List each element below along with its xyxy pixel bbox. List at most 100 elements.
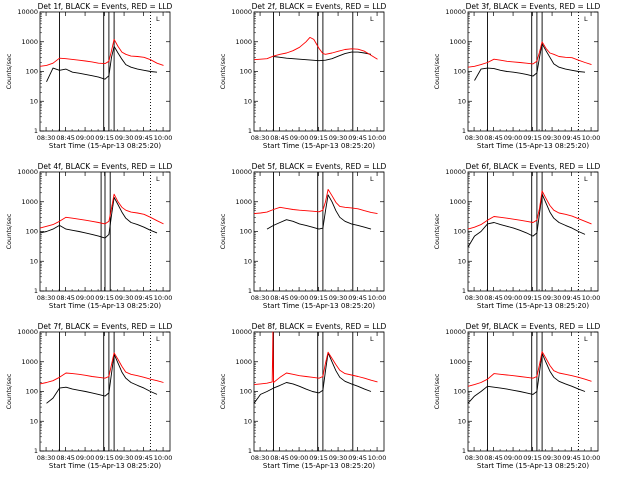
- x-tick-label: 08:45: [484, 134, 503, 142]
- x-tick-label: 09:30: [329, 294, 348, 302]
- x-tick-label: 09:30: [543, 134, 562, 142]
- panel-3: Det 3f, BLACK = Events, RED = LLD 1 10 100 1…: [433, 2, 601, 150]
- y-axis-label: Counts/sec: [219, 213, 227, 249]
- y-tick-label: 1: [34, 447, 38, 455]
- series-lld-line: [39, 193, 164, 229]
- y-tick-label: 1: [248, 287, 252, 295]
- y-axis-label: Counts/sec: [5, 213, 13, 249]
- x-tick-label: 10:00: [154, 454, 173, 462]
- y-tick-label: 1000: [235, 198, 252, 206]
- x-tick-label: 10:00: [368, 454, 387, 462]
- y-axis-label: Counts/sec: [219, 373, 227, 409]
- series-events-line: [474, 43, 586, 81]
- x-tick-label: 10:00: [582, 134, 601, 142]
- x-tick-label: 09:00: [290, 134, 309, 142]
- x-tick-label: 09:15: [309, 294, 328, 302]
- series-lld-line: [253, 188, 378, 215]
- x-tick-label: 09:15: [523, 294, 542, 302]
- x-tick-label: 09:30: [329, 454, 348, 462]
- y-axis-label: Counts/sec: [433, 213, 441, 249]
- y-tick-label: 1: [248, 127, 252, 135]
- x-tick-label: 09:45: [348, 134, 367, 142]
- x-tick-label: 08:30: [251, 454, 270, 462]
- y-tick-label: 10000: [445, 168, 466, 176]
- y-tick-label: 1000: [235, 38, 252, 46]
- x-tick-label: 09:00: [76, 454, 95, 462]
- x-tick-label: 09:45: [348, 294, 367, 302]
- panel-5: Det 5f, BLACK = Events, RED = LLD 1 10 100 1…: [219, 162, 387, 310]
- y-tick-label: 10000: [231, 168, 252, 176]
- panel-8: Det 8f, BLACK = Events, RED = LLD 1 10 100 1…: [219, 322, 387, 470]
- x-tick-label: 10:00: [154, 134, 173, 142]
- y-tick-label: 10000: [231, 328, 252, 336]
- x-tick-label: 09:00: [290, 454, 309, 462]
- x-tick-label: 08:45: [270, 134, 289, 142]
- panel-7: Det 7f, BLACK = Events, RED = LLD 1 10 100 1…: [5, 322, 173, 470]
- corner-marker: L: [156, 15, 160, 23]
- x-tick-label: 09:45: [134, 134, 153, 142]
- corner-marker: L: [584, 175, 588, 183]
- x-tick-label: 09:45: [348, 454, 367, 462]
- x-tick-label: 08:45: [270, 294, 289, 302]
- series-lld-line: [253, 36, 378, 61]
- corner-marker: L: [370, 175, 374, 183]
- x-tick-label: 09:00: [504, 294, 523, 302]
- panel-title: Det 9f, BLACK = Events, RED = LLD: [466, 322, 601, 331]
- x-tick-label: 09:15: [309, 454, 328, 462]
- corner-marker: L: [156, 175, 160, 183]
- y-axis-label: Counts/sec: [433, 373, 441, 409]
- x-tick-label: 10:00: [154, 294, 173, 302]
- x-tick-label: 09:30: [329, 134, 348, 142]
- series-lld-line: [39, 38, 164, 67]
- y-tick-label: 100: [454, 228, 466, 236]
- y-tick-label: 1: [462, 127, 466, 135]
- y-axis-label: Counts/sec: [219, 53, 227, 89]
- y-tick-label: 1: [34, 287, 38, 295]
- y-tick-label: 100: [26, 68, 38, 76]
- x-tick-label: 08:45: [56, 454, 75, 462]
- x-tick-label: 09:45: [134, 294, 153, 302]
- x-tick-label: 09:15: [309, 134, 328, 142]
- x-axis-label: Start Time (15-Apr-13 08:25:20): [263, 462, 375, 470]
- y-tick-label: 10: [244, 417, 252, 425]
- y-tick-label: 1000: [21, 358, 38, 366]
- y-tick-label: 1000: [449, 38, 466, 46]
- y-tick-label: 10: [30, 97, 38, 105]
- series-events-line: [266, 194, 372, 230]
- x-axis-label: Start Time (15-Apr-13 08:25:20): [477, 462, 589, 470]
- series-events-line: [467, 353, 586, 404]
- x-tick-label: 09:30: [115, 454, 134, 462]
- y-tick-label: 10: [458, 257, 466, 265]
- panel-4: Det 4f, BLACK = Events, RED = LLD 1 10 100 1…: [5, 162, 173, 310]
- series-events-line: [253, 352, 372, 404]
- x-tick-label: 09:00: [76, 134, 95, 142]
- x-tick-label: 09:45: [562, 454, 581, 462]
- y-tick-label: 100: [454, 68, 466, 76]
- y-tick-label: 10: [244, 257, 252, 265]
- x-tick-label: 09:00: [504, 134, 523, 142]
- y-tick-label: 100: [240, 68, 252, 76]
- x-tick-label: 09:30: [115, 134, 134, 142]
- panel-title: Det 1f, BLACK = Events, RED = LLD: [38, 2, 173, 11]
- y-tick-label: 100: [26, 388, 38, 396]
- x-tick-label: 09:30: [543, 294, 562, 302]
- series-events-line: [273, 51, 372, 62]
- x-tick-label: 08:45: [270, 454, 289, 462]
- y-tick-label: 1000: [21, 198, 38, 206]
- x-tick-label: 10:00: [582, 454, 601, 462]
- x-tick-label: 09:30: [543, 454, 562, 462]
- y-tick-label: 100: [240, 228, 252, 236]
- x-axis-label: Start Time (15-Apr-13 08:25:20): [49, 302, 161, 310]
- x-tick-label: 09:00: [504, 454, 523, 462]
- y-axis-label: Counts/sec: [5, 373, 13, 409]
- x-tick-label: 08:30: [465, 454, 484, 462]
- y-tick-label: 10: [458, 417, 466, 425]
- y-tick-label: 100: [240, 388, 252, 396]
- y-tick-label: 10: [30, 417, 38, 425]
- series-lld-line: [467, 351, 592, 387]
- x-tick-label: 08:30: [251, 294, 270, 302]
- corner-marker: L: [584, 335, 588, 343]
- panel-6: Det 6f, BLACK = Events, RED = LLD 1 10 100 1…: [433, 162, 601, 310]
- x-tick-label: 09:15: [95, 294, 114, 302]
